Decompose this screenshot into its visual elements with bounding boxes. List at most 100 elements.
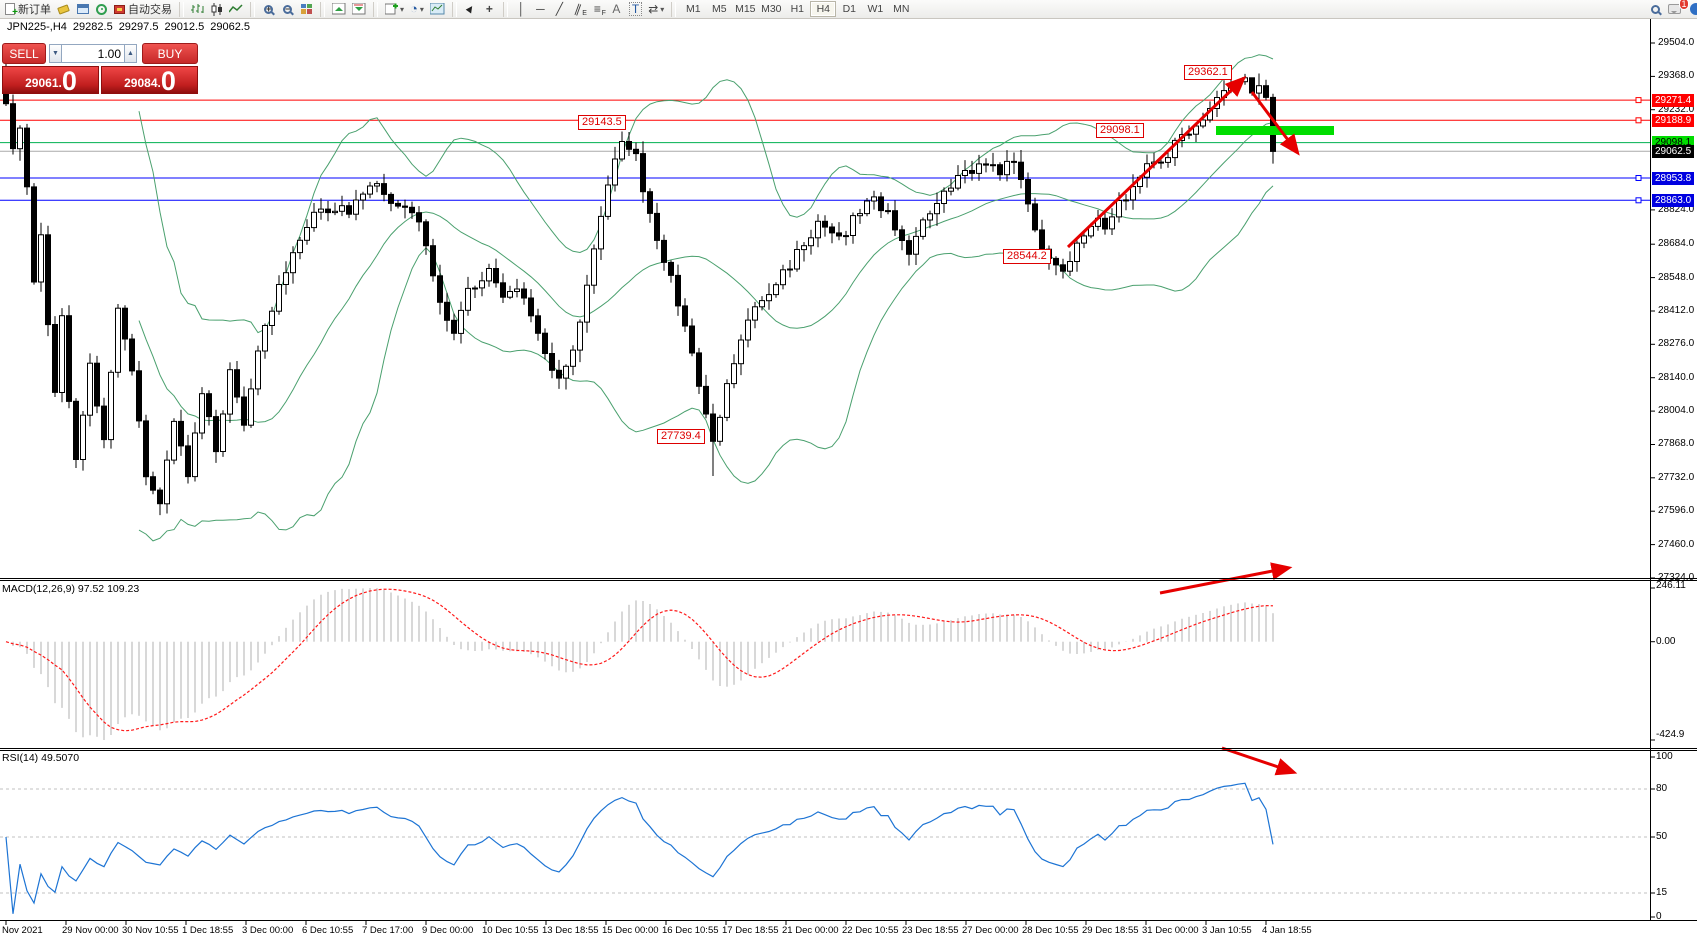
price-tick: 29368.0 (1658, 70, 1695, 81)
hline-handle[interactable] (1635, 175, 1642, 181)
price-badge-29188.9: 29188.9 (1652, 114, 1695, 127)
quote-low: 29012.5 (164, 21, 205, 33)
date-label: 3 Dec 00:00 (242, 925, 294, 936)
template-button[interactable] (427, 1, 448, 18)
zoom-out-button[interactable]: − (278, 1, 297, 18)
horizontal-line-button[interactable]: ─ (531, 1, 550, 18)
date-label: 3 Jan 10:55 (1202, 925, 1252, 936)
macd-panel-series[interactable] (5, 588, 1274, 740)
tile-windows-button[interactable] (297, 1, 316, 18)
timeframe-m1[interactable]: M1 (686, 3, 701, 15)
annotation-29098.1[interactable]: 29098.1 (1096, 123, 1144, 138)
date-label: 30 Nov 10:55 (122, 925, 179, 936)
new-order-button[interactable]: + 新订单 (2, 1, 54, 18)
macd-axis-zero: 0.00 (1656, 636, 1676, 647)
market-watch-button[interactable] (73, 1, 92, 18)
green-zone-rect[interactable] (1216, 126, 1334, 135)
new-order-label: 新订单 (18, 4, 51, 16)
hline-handle[interactable] (1635, 117, 1642, 124)
bollinger-bands (138, 54, 1274, 542)
trendline-button[interactable]: ╱ (550, 1, 569, 18)
account-icon[interactable] (1690, 3, 1697, 15)
date-label: 15 Dec 00:00 (602, 925, 659, 936)
toolbar-separator (451, 1, 457, 17)
price-badge-28953.8: 28953.8 (1652, 172, 1695, 185)
zoom-in-icon: + (264, 3, 273, 14)
quote-open: 29282.5 (72, 21, 113, 33)
fibonacci-button[interactable]: ≡ F (588, 1, 607, 18)
date-label: 29 Nov 00:00 (62, 925, 119, 936)
annotation-28544.2[interactable]: 28544.2 (1003, 249, 1051, 264)
quote-header: JPN225-,H4 29282.5 29297.5 29012.5 29062.5 (7, 21, 256, 33)
volume-decrease-button[interactable]: ▼ (49, 44, 62, 63)
signals-button[interactable] (92, 1, 111, 18)
indicator-window-button[interactable] (329, 1, 349, 18)
cursor-icon: ► (462, 1, 479, 17)
text-button[interactable]: A (607, 1, 626, 18)
trend-arrows[interactable] (1066, 75, 1300, 776)
date-label: 10 Dec 10:55 (482, 925, 539, 936)
trend-arrow-4[interactable] (1221, 746, 1298, 776)
annotation-29143.5[interactable]: 29143.5 (578, 115, 626, 130)
line-chart-button[interactable] (226, 1, 246, 18)
timeframe-mn[interactable]: MN (893, 3, 910, 15)
channel-button[interactable]: ∥ E (569, 1, 588, 18)
vertical-line-button[interactable]: │ (512, 1, 531, 18)
price-tick: 29232.0 (1658, 104, 1695, 115)
crosshair-button[interactable]: + (480, 1, 499, 18)
text-label-button[interactable]: T (626, 1, 645, 18)
date-label: 22 Dec 10:55 (842, 925, 899, 936)
trend-arrow-2[interactable] (1250, 91, 1300, 156)
sell-button[interactable]: SELL (2, 43, 46, 64)
buy-price-display[interactable]: 29084. 0 (101, 66, 198, 95)
zoom-in-button[interactable]: + (259, 1, 278, 18)
axis-ticks (5, 42, 1655, 925)
cursor-button[interactable]: ► (461, 1, 480, 18)
toolbar-separator (250, 1, 255, 17)
auto-trading-button[interactable]: 自动交易 (111, 1, 175, 18)
period-button[interactable]: ◔ ▾ (407, 1, 427, 18)
annotation-27739.4[interactable]: 27739.4 (657, 429, 705, 444)
hline-handle[interactable] (1635, 197, 1642, 204)
timeframe-m5[interactable]: M5 (712, 3, 727, 15)
arrows-button[interactable]: ⇄ ▾ (645, 1, 667, 18)
timeframe-d1[interactable]: D1 (842, 3, 857, 15)
dropdown-caret-icon: ▾ (419, 4, 424, 14)
date-label: Nov 2021 (2, 925, 43, 936)
price-tick: 27732.0 (1658, 472, 1695, 483)
styler-button[interactable] (54, 1, 73, 18)
bar-chart-button[interactable] (188, 1, 207, 18)
candlestick-button[interactable] (207, 1, 226, 18)
date-label: 7 Dec 17:00 (362, 925, 414, 936)
annotation-29362.1[interactable]: 29362.1 (1184, 65, 1232, 80)
notifications-button[interactable]: 1 (1665, 0, 1689, 18)
rsi-label: RSI(14) 49.5070 (2, 752, 80, 764)
clock-icon: ◔ (410, 1, 418, 16)
toolbar-separator (373, 1, 378, 17)
timeframe-m30[interactable]: M30 (761, 3, 782, 15)
date-label: 31 Dec 00:00 (1142, 925, 1199, 936)
timeframe-h4[interactable]: H4 (810, 1, 837, 17)
quote-high: 29297.5 (118, 21, 159, 33)
timeframe-h1[interactable]: H1 (790, 3, 805, 15)
indicator-window2-icon (352, 3, 366, 15)
symbol-period: JPN225-,H4 (7, 21, 67, 33)
buy-button[interactable]: BUY (142, 43, 198, 64)
volume-input[interactable] (62, 44, 124, 63)
horizontal-lines-layer[interactable] (0, 97, 1650, 204)
rsi-panel-series[interactable] (0, 782, 1650, 914)
indicator-window2-button[interactable] (349, 1, 369, 18)
search-button[interactable] (1646, 1, 1665, 18)
hline-handle[interactable] (1635, 97, 1642, 104)
sell-price-display[interactable]: 29061. 0 (2, 66, 99, 95)
add-indicator-button[interactable]: ▾ (382, 1, 407, 18)
trend-arrow-1[interactable] (1066, 75, 1247, 249)
candles-series[interactable] (3, 54, 1276, 516)
timeframe-m15[interactable]: M15 (735, 3, 756, 15)
volume-increase-button[interactable]: ▲ (124, 44, 137, 63)
timeframe-w1[interactable]: W1 (867, 3, 884, 15)
auto-trading-icon (114, 4, 125, 14)
macd-axis-max: 246.11 (1656, 580, 1686, 591)
date-label: 29 Dec 18:55 (1082, 925, 1139, 936)
